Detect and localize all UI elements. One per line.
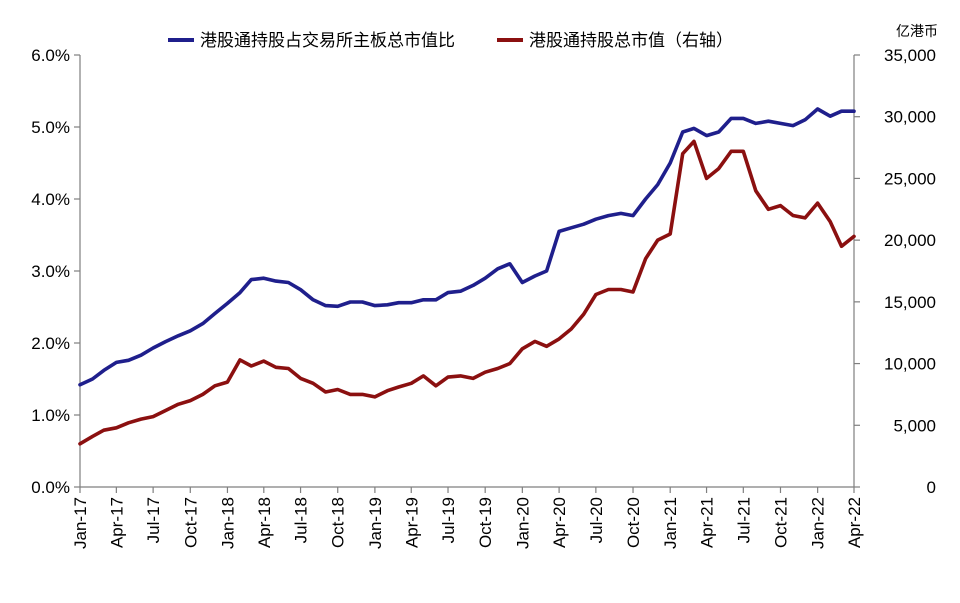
- right-axis-ticks: 0 5,000 10,000 15,000 20,000 25,000 30,000 35,0…: [854, 46, 936, 497]
- right-axis-tick-label: 15,000: [884, 293, 936, 312]
- left-axis-tick-label: 1.0%: [31, 406, 70, 425]
- series-line-1: [78, 107, 856, 387]
- left-axis-ticks: 0.0% 1.0% 2.0% 3.0% 4.0% 5.0% 6.0%: [31, 46, 80, 497]
- left-axis-tick-label: 4.0%: [31, 190, 70, 209]
- x-axis-tick-label: Oct-17: [181, 497, 200, 548]
- x-axis-tick-label: Apr-18: [255, 497, 274, 548]
- x-axis-tick-label: Jan-21: [661, 497, 680, 549]
- x-axis-tick-label: Jul-19: [439, 497, 458, 543]
- x-axis-tick-label: Apr-19: [402, 497, 421, 548]
- x-axis-tick-label: Oct-19: [476, 497, 495, 548]
- right-axis-tick-label: 20,000: [884, 231, 936, 250]
- x-axis-tick-label: Jan-17: [71, 497, 90, 549]
- legend-label-1: 港股通持股占交易所主板总市值比: [200, 31, 455, 51]
- series-line-2: [78, 139, 856, 446]
- x-axis-ticks: Jan-17 Apr-17 Jul-17 Oct-17 Jan-18 Apr-18 Jul-…: [71, 487, 864, 549]
- x-axis-tick-label: Oct-18: [329, 497, 348, 548]
- right-axis-unit-label: 亿港币: [896, 24, 938, 40]
- right-axis-tick-label: 30,000: [884, 108, 936, 127]
- x-axis-tick-label: Jul-18: [292, 497, 311, 543]
- x-axis-tick-label: Apr-20: [550, 497, 569, 548]
- right-axis-tick-label: 10,000: [884, 355, 936, 374]
- x-axis-tick-label: Jul-20: [587, 497, 606, 543]
- right-axis-tick-label: 25,000: [884, 169, 936, 188]
- left-axis-tick-label: 6.0%: [31, 46, 70, 65]
- right-axis-tick-label: 0: [927, 478, 936, 497]
- x-axis-tick-label: Jan-22: [809, 497, 828, 549]
- x-axis-tick-label: Apr-21: [698, 497, 717, 548]
- x-axis-tick-label: Apr-17: [107, 497, 126, 548]
- x-axis-tick-label: Oct-20: [624, 497, 643, 548]
- left-axis-tick-label: 3.0%: [31, 262, 70, 281]
- x-axis-tick-label: Oct-21: [771, 497, 790, 548]
- right-axis-tick-label: 35,000: [884, 46, 936, 65]
- x-axis-tick-label: Jan-19: [366, 497, 385, 549]
- x-axis-tick-label: Jul-17: [144, 497, 163, 543]
- x-axis-tick-label: Apr-22: [845, 497, 864, 548]
- x-axis-tick-label: Jul-21: [734, 497, 753, 543]
- x-axis-tick-label: Jan-20: [513, 497, 532, 549]
- right-axis-tick-label: 5,000: [893, 416, 936, 435]
- legend: 港股通持股占交易所主板总市值比 港股通持股总市值（右轴）: [168, 31, 733, 51]
- legend-label-2: 港股通持股总市值（右轴）: [529, 31, 733, 51]
- series-layer: [78, 107, 856, 446]
- x-axis-tick-label: Jan-18: [218, 497, 237, 549]
- left-axis-tick-label: 2.0%: [31, 334, 70, 353]
- left-axis-tick-label: 0.0%: [31, 478, 70, 497]
- left-axis-tick-label: 5.0%: [31, 118, 70, 137]
